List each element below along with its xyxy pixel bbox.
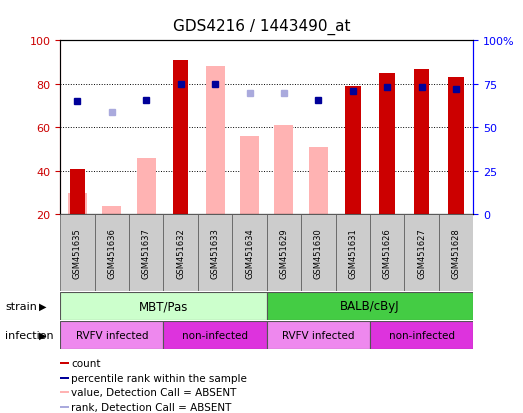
Bar (439, 215, 473, 291)
Text: GDS4216 / 1443490_at: GDS4216 / 1443490_at (173, 19, 350, 35)
Bar (103, 206, 121, 215)
Text: rank, Detection Call = ABSENT: rank, Detection Call = ABSENT (71, 402, 231, 412)
Bar (60, 321, 163, 349)
Bar (301, 215, 336, 291)
Bar (267, 321, 370, 349)
Bar (163, 321, 267, 349)
Text: value, Detection Call = ABSENT: value, Detection Call = ABSENT (71, 387, 236, 397)
Bar (345, 87, 360, 215)
Text: GSM451635: GSM451635 (73, 228, 82, 278)
Text: GSM451626: GSM451626 (383, 228, 392, 278)
Text: percentile rank within the sample: percentile rank within the sample (71, 373, 247, 383)
Bar (173, 61, 188, 215)
Bar (336, 215, 370, 291)
Bar (60, 392, 69, 394)
Text: GSM451627: GSM451627 (417, 228, 426, 278)
Text: GSM451631: GSM451631 (348, 228, 357, 278)
Bar (370, 215, 404, 291)
Bar (68, 193, 87, 215)
Text: GSM451634: GSM451634 (245, 228, 254, 278)
Text: RVFV infected: RVFV infected (75, 330, 148, 340)
Bar (163, 215, 198, 291)
Text: ▶: ▶ (39, 330, 47, 340)
Text: RVFV infected: RVFV infected (282, 330, 355, 340)
Bar (370, 321, 473, 349)
Bar (70, 169, 85, 215)
Bar (267, 292, 473, 320)
Bar (448, 78, 464, 215)
Bar (414, 69, 429, 215)
Text: BALB/cByJ: BALB/cByJ (340, 299, 400, 313)
Bar (60, 377, 69, 379)
Text: GSM451628: GSM451628 (451, 228, 461, 278)
Text: count: count (71, 358, 100, 368)
Bar (240, 137, 259, 215)
Bar (232, 215, 267, 291)
Bar (309, 147, 328, 215)
Text: infection: infection (5, 330, 54, 340)
Bar (129, 215, 163, 291)
Bar (198, 215, 232, 291)
Bar (267, 215, 301, 291)
Text: GSM451636: GSM451636 (107, 228, 116, 278)
Text: MBT/Pas: MBT/Pas (139, 299, 188, 313)
Text: strain: strain (5, 301, 37, 311)
Text: GSM451633: GSM451633 (211, 228, 220, 278)
Text: GSM451637: GSM451637 (142, 228, 151, 278)
Text: non-infected: non-infected (389, 330, 454, 340)
Bar (60, 406, 69, 408)
Text: GSM451630: GSM451630 (314, 228, 323, 278)
Bar (60, 215, 95, 291)
Bar (206, 67, 224, 215)
Bar (275, 126, 293, 215)
Bar (380, 74, 395, 215)
Text: ▶: ▶ (39, 301, 47, 311)
Bar (60, 363, 69, 365)
Text: GSM451629: GSM451629 (279, 228, 289, 278)
Bar (95, 215, 129, 291)
Text: GSM451632: GSM451632 (176, 228, 185, 278)
Text: non-infected: non-infected (182, 330, 248, 340)
Bar (137, 159, 156, 215)
Bar (60, 292, 267, 320)
Bar (404, 215, 439, 291)
